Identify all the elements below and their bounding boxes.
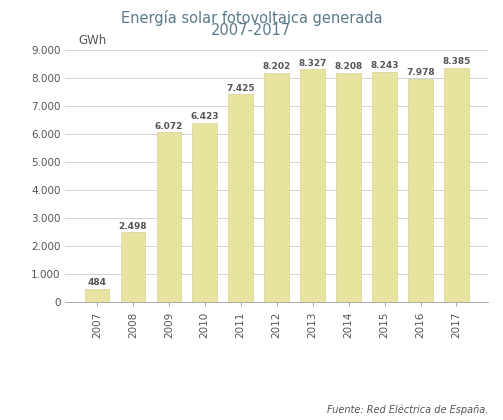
Bar: [444, 68, 469, 302]
Text: 484: 484: [88, 278, 106, 287]
Text: 2.498: 2.498: [119, 222, 147, 231]
Bar: [228, 94, 253, 302]
Text: GWh: GWh: [79, 34, 107, 47]
Bar: [372, 71, 397, 302]
Text: 7.425: 7.425: [226, 84, 255, 93]
Bar: [265, 73, 289, 302]
Text: 8.385: 8.385: [442, 57, 471, 66]
Text: Energía solar fotovoltaica generada: Energía solar fotovoltaica generada: [121, 10, 382, 26]
Text: 8.208: 8.208: [334, 62, 363, 71]
Text: Fuente: Red Eléctrica de España.: Fuente: Red Eléctrica de España.: [326, 404, 488, 415]
Text: 8.243: 8.243: [370, 61, 399, 70]
Bar: [300, 69, 325, 302]
Bar: [337, 73, 361, 302]
Text: 7.978: 7.978: [406, 68, 435, 77]
Legend: Generación Solar fotovoltaica: Generación Solar fotovoltaica: [37, 419, 221, 420]
Bar: [193, 123, 217, 302]
Text: 8.202: 8.202: [263, 62, 291, 71]
Text: 6.423: 6.423: [191, 112, 219, 121]
Text: 2007-2017: 2007-2017: [211, 23, 292, 38]
Text: 6.072: 6.072: [154, 122, 183, 131]
Bar: [156, 132, 181, 302]
Bar: [408, 79, 433, 302]
Text: 8.327: 8.327: [298, 58, 327, 68]
Bar: [85, 289, 109, 302]
Bar: [121, 232, 145, 302]
